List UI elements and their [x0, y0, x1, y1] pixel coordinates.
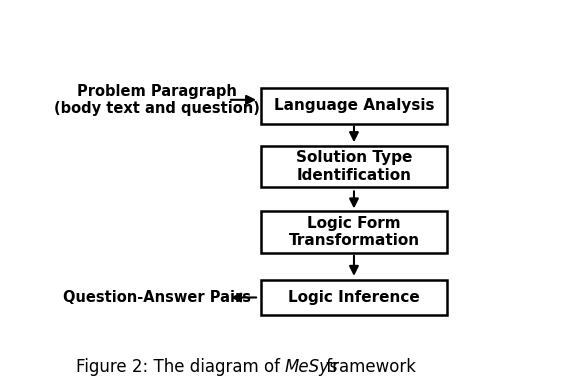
Text: framework: framework	[321, 358, 416, 376]
FancyBboxPatch shape	[261, 146, 447, 188]
Text: Problem Paragraph
(body text and question): Problem Paragraph (body text and questio…	[55, 84, 260, 116]
FancyBboxPatch shape	[261, 211, 447, 253]
FancyBboxPatch shape	[261, 279, 447, 315]
Text: MeSys: MeSys	[285, 358, 339, 376]
Text: Logic Form
Transformation: Logic Form Transformation	[288, 216, 420, 248]
Text: Logic Inference: Logic Inference	[288, 290, 420, 305]
Text: Solution Type
Identification: Solution Type Identification	[296, 151, 412, 183]
Text: Language Analysis: Language Analysis	[274, 98, 434, 113]
Text: Figure 2: The diagram of: Figure 2: The diagram of	[76, 358, 285, 376]
FancyBboxPatch shape	[261, 88, 447, 124]
Text: Question-Answer Pairs: Question-Answer Pairs	[63, 290, 251, 305]
